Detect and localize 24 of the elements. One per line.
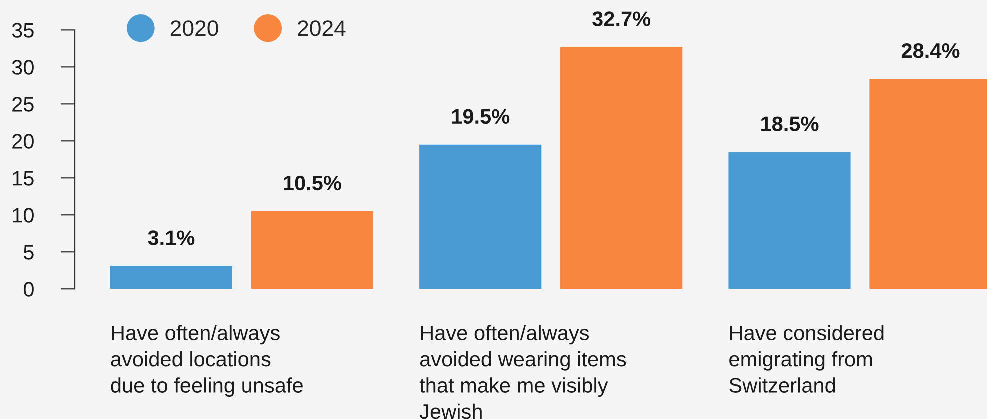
y-tick-label: 25: [12, 97, 34, 112]
legend-label: 2024: [298, 20, 346, 36]
data-label: 19.5%: [452, 109, 510, 124]
data-label: 3.1%: [148, 230, 195, 246]
y-tick-label: 20: [12, 134, 34, 149]
bar: [560, 47, 683, 290]
data-label: 32.7%: [592, 12, 651, 26]
data-label: 10.5%: [284, 176, 342, 191]
y-tick-label: 5: [24, 245, 34, 260]
y-tick-label: 15: [13, 171, 34, 186]
x-tick-label: Have often/always avoided locations due to feeling unsafe: [111, 325, 303, 398]
bar: [110, 266, 233, 290]
bar: [420, 144, 542, 290]
y-tick-label: 35: [12, 23, 34, 38]
y-tick-label: 0: [24, 282, 34, 297]
y-tick-label: 10: [13, 208, 34, 223]
x-tick-label: Have considered emigrating from Switzerland: [730, 325, 884, 393]
data-label: 18.5%: [762, 116, 819, 132]
y-tick-label: 30: [12, 60, 34, 75]
data-label: 28.4%: [902, 43, 960, 58]
bar: [728, 152, 851, 290]
bar: [251, 211, 374, 290]
x-tick-label: Have often/always avoided wearing items that make me visibly Jewish: [420, 325, 626, 419]
legend-label: 2020: [170, 20, 218, 36]
